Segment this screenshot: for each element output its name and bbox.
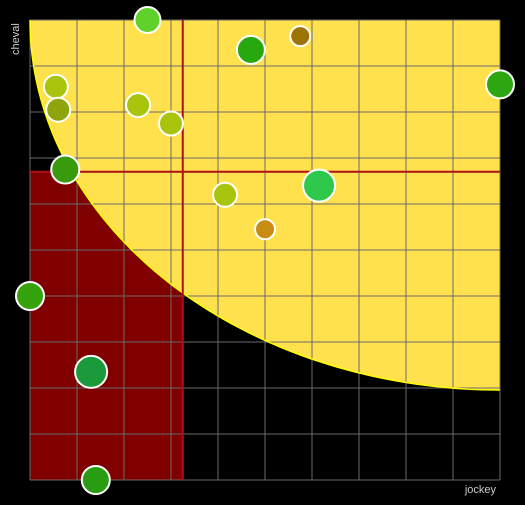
data-point[interactable] [50, 154, 81, 185]
x-axis-label: jockey [464, 484, 497, 496]
data-point[interactable] [289, 25, 312, 48]
points-layer [15, 6, 515, 495]
data-point[interactable] [74, 354, 109, 389]
grid [29, 19, 501, 481]
data-point[interactable] [133, 6, 162, 34]
data-point[interactable] [254, 218, 276, 241]
y-axis-label: cheval [10, 23, 22, 55]
data-point[interactable] [235, 34, 266, 65]
data-point[interactable] [212, 181, 239, 208]
data-point[interactable] [158, 110, 184, 137]
data-point[interactable] [45, 96, 72, 123]
data-point[interactable] [125, 92, 152, 119]
data-point[interactable] [485, 69, 515, 100]
data-point[interactable] [80, 465, 111, 495]
data-point[interactable] [302, 168, 337, 203]
curve-line [29, 19, 501, 391]
data-point[interactable] [15, 281, 45, 311]
data-point[interactable] [42, 73, 69, 100]
